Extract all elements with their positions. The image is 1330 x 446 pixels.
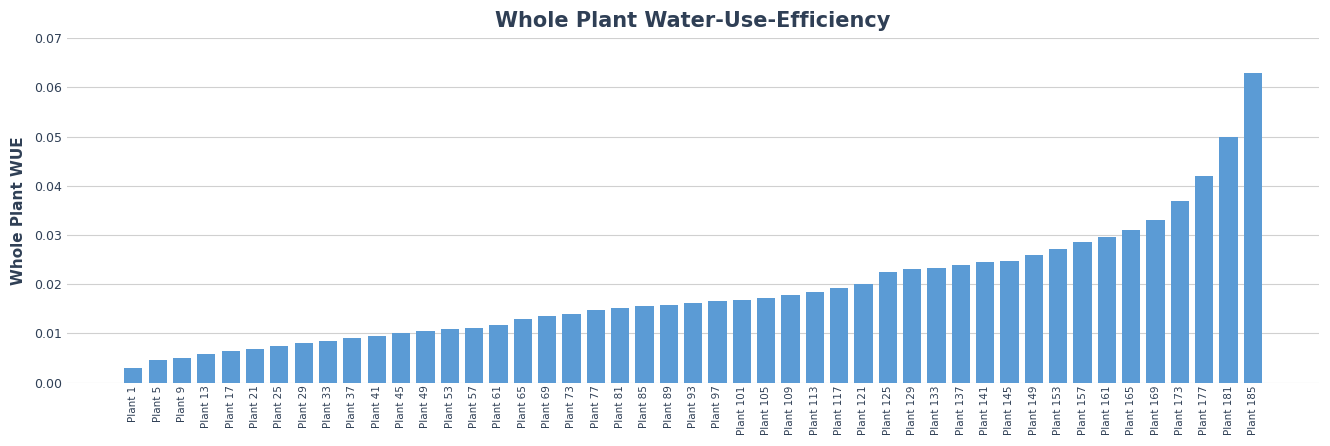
Bar (587, 310, 605, 383)
Bar (1024, 255, 1043, 383)
Title: Whole Plant Water-Use-Efficiency: Whole Plant Water-Use-Efficiency (495, 11, 891, 31)
Bar (879, 272, 896, 383)
Bar (806, 292, 823, 383)
Bar (367, 336, 386, 383)
Bar (1220, 136, 1238, 383)
Bar (1097, 237, 1116, 383)
Bar (173, 358, 192, 383)
Bar (563, 314, 580, 383)
Bar (149, 360, 166, 383)
Bar (636, 306, 653, 383)
Bar (660, 305, 678, 383)
Bar (1170, 201, 1189, 383)
Bar (1244, 73, 1262, 383)
Bar (1196, 176, 1213, 383)
Bar (489, 325, 508, 383)
Bar (952, 264, 970, 383)
Bar (440, 330, 459, 383)
Bar (343, 339, 362, 383)
Bar (319, 341, 336, 383)
Bar (1073, 242, 1092, 383)
Bar (1049, 249, 1067, 383)
Bar (465, 327, 483, 383)
Bar (903, 269, 922, 383)
Y-axis label: Whole Plant WUE: Whole Plant WUE (11, 136, 27, 285)
Bar (830, 288, 849, 383)
Bar (1000, 260, 1019, 383)
Bar (513, 318, 532, 383)
Bar (976, 262, 995, 383)
Bar (197, 354, 215, 383)
Bar (684, 303, 702, 383)
Bar (854, 284, 872, 383)
Bar (1123, 230, 1140, 383)
Bar (124, 368, 142, 383)
Bar (270, 346, 289, 383)
Bar (416, 331, 435, 383)
Bar (222, 351, 239, 383)
Bar (927, 268, 946, 383)
Bar (246, 349, 265, 383)
Bar (781, 295, 799, 383)
Bar (757, 298, 775, 383)
Bar (294, 343, 313, 383)
Bar (1146, 220, 1165, 383)
Bar (709, 301, 726, 383)
Bar (392, 334, 410, 383)
Bar (537, 316, 556, 383)
Bar (610, 308, 629, 383)
Bar (733, 300, 751, 383)
